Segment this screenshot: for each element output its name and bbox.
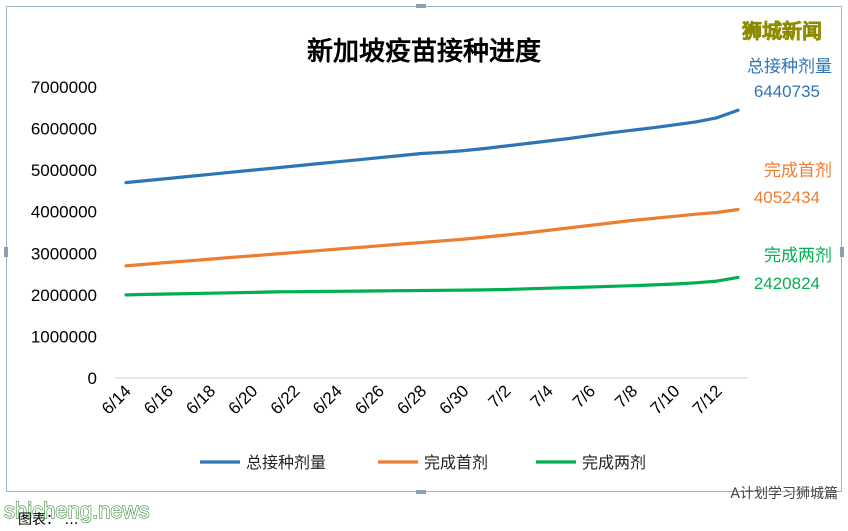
x-tick-label: 6/28 bbox=[393, 381, 430, 418]
end-labels: 总接种剂量 6440735 完成首剂 4052434 完成两剂 2420824 bbox=[747, 57, 832, 293]
x-tick-label: 6/16 bbox=[140, 381, 177, 418]
resize-handle-left[interactable] bbox=[4, 247, 8, 257]
series-line-1 bbox=[124, 207, 740, 268]
chart-title: 新加坡疫苗接种进度 bbox=[307, 36, 541, 67]
end-label-name: 完成首剂 bbox=[764, 161, 832, 181]
x-tick-label: 6/14 bbox=[98, 381, 135, 418]
y-tick-label: 0 bbox=[88, 369, 97, 388]
caption: 图表： … bbox=[18, 512, 78, 528]
x-tick-label: 7/2 bbox=[485, 381, 515, 411]
resize-handle-top[interactable] bbox=[416, 4, 426, 8]
y-tick-label: 6000000 bbox=[31, 120, 97, 139]
y-axis: 0 1000000 2000000 3000000 4000000 5000000 6000… bbox=[31, 78, 97, 388]
x-tick-label: 6/20 bbox=[225, 381, 262, 418]
brand-logo: 狮城新闻 bbox=[742, 19, 822, 43]
legend-label: 完成两剂 bbox=[582, 453, 646, 472]
legend-label: 总接种剂量 bbox=[246, 453, 326, 472]
legend: 总接种剂量 完成首剂 完成两剂 bbox=[200, 453, 646, 472]
x-tick-label: 6/22 bbox=[267, 381, 304, 418]
watermark-right: A计划学习狮城篇 bbox=[730, 486, 838, 502]
legend-item: 总接种剂量 bbox=[200, 453, 326, 472]
y-tick-label: 7000000 bbox=[31, 78, 97, 97]
end-label-value: 6440735 bbox=[754, 82, 820, 101]
end-label-value: 2420824 bbox=[754, 274, 820, 293]
x-tick-label: 7/10 bbox=[647, 381, 684, 418]
x-tick-label: 7/4 bbox=[527, 381, 557, 411]
y-tick-label: 1000000 bbox=[31, 327, 97, 346]
x-axis: 6/14 6/16 6/18 6/20 6/22 6/24 6/26 6/28 6/30 7/2 7… bbox=[98, 377, 748, 418]
x-tick-label: 7/12 bbox=[689, 381, 726, 418]
x-tick-label: 6/18 bbox=[182, 381, 219, 418]
x-tick-label: 6/24 bbox=[309, 381, 346, 418]
y-tick-label: 5000000 bbox=[31, 161, 97, 180]
y-tick-label: 4000000 bbox=[31, 203, 97, 222]
watermark-left: shicheng.news bbox=[4, 498, 150, 523]
legend-item: 完成首剂 bbox=[378, 453, 488, 472]
x-tick-label: 6/30 bbox=[436, 381, 473, 418]
chart-frame bbox=[4, 4, 844, 494]
end-label-name: 完成两剂 bbox=[764, 246, 832, 266]
end-label-name: 总接种剂量 bbox=[747, 57, 832, 77]
x-tick-label: 7/6 bbox=[569, 381, 599, 411]
y-tick-label: 3000000 bbox=[31, 244, 97, 263]
series-layer bbox=[124, 108, 740, 297]
y-tick-label: 2000000 bbox=[31, 286, 97, 305]
series-line-0 bbox=[124, 108, 740, 185]
x-tick-label: 6/26 bbox=[351, 381, 388, 418]
legend-item: 完成两剂 bbox=[536, 453, 646, 472]
x-tick-label: 7/8 bbox=[611, 381, 641, 411]
resize-handle-bottom[interactable] bbox=[416, 490, 426, 494]
end-label-value: 4052434 bbox=[754, 188, 820, 207]
resize-handle-right[interactable] bbox=[840, 247, 844, 257]
series-line-2 bbox=[124, 275, 740, 297]
legend-label: 完成首剂 bbox=[424, 453, 488, 472]
